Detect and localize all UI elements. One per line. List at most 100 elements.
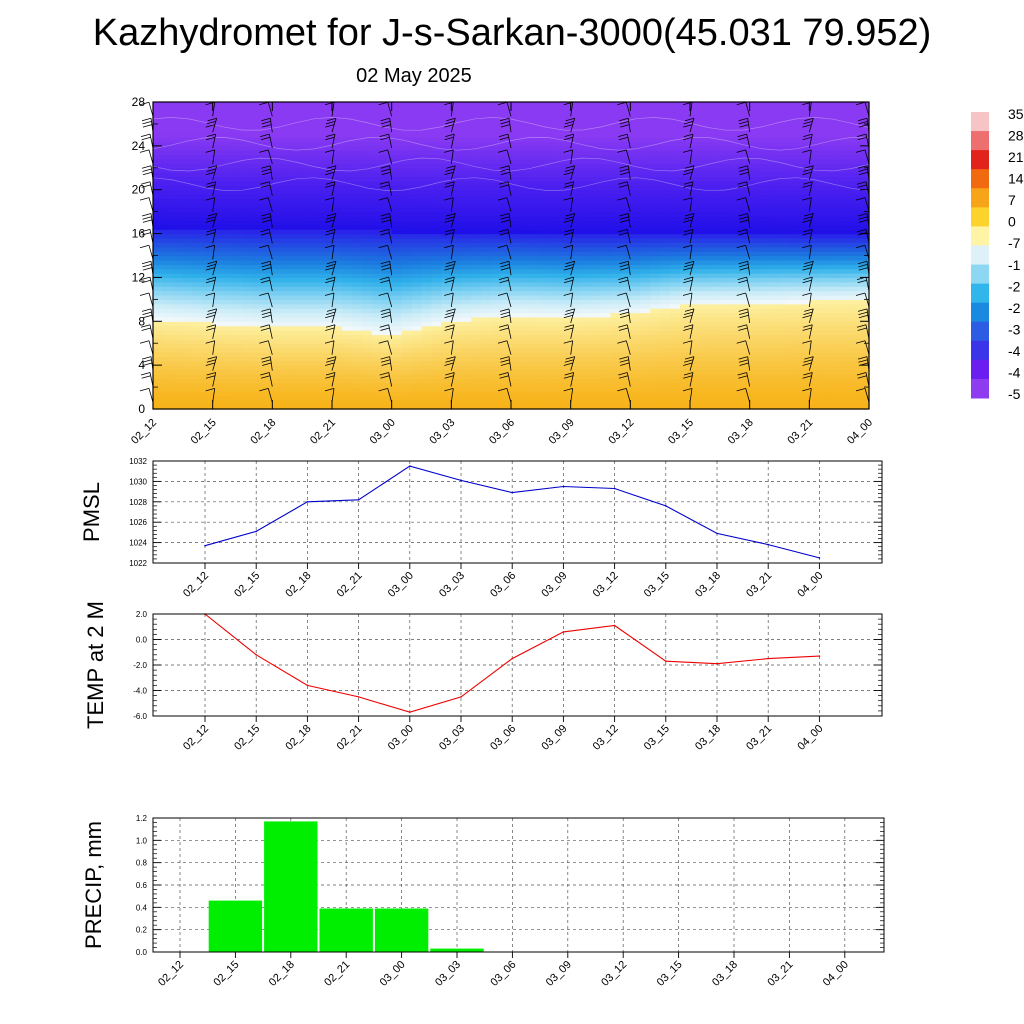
heatmap-cell — [690, 123, 701, 129]
heatmap-cell — [381, 365, 393, 371]
heatmap-cell — [819, 189, 830, 195]
heatmap-cell — [302, 246, 313, 252]
heatmap-cell — [401, 251, 413, 257]
heatmap-cell — [232, 308, 244, 314]
heatmap-cell — [232, 316, 244, 322]
heatmap-cell — [670, 224, 681, 230]
heatmap-cell — [520, 246, 532, 252]
heatmap-cell — [471, 185, 482, 191]
heatmap-cell — [739, 369, 751, 375]
heatmap-cell — [600, 185, 612, 191]
heatmap-cell — [361, 303, 373, 309]
heatmap-cell — [391, 312, 403, 318]
heatmap-cell — [511, 404, 522, 410]
heatmap-cell — [670, 207, 681, 213]
heatmap-cell — [849, 128, 860, 134]
heatmap-cell — [570, 123, 582, 129]
heatmap-cell — [759, 132, 771, 138]
heatmap-cell — [411, 154, 423, 160]
heatmap-cell — [252, 255, 263, 261]
heatmap-cell — [739, 251, 751, 257]
heatmap-cell — [481, 286, 492, 292]
heatmap-cell — [292, 123, 303, 129]
heatmap-cell — [610, 180, 621, 186]
heatmap-cell — [312, 202, 323, 208]
heatmap-cell — [242, 312, 254, 318]
heatmap-cell — [789, 123, 800, 129]
heatmap-cell — [799, 286, 810, 292]
heatmap-cell — [341, 115, 353, 121]
heatmap-cell — [709, 316, 721, 322]
heatmap-cell — [590, 176, 602, 182]
heatmap-cell — [839, 400, 850, 406]
heatmap-cell — [759, 123, 771, 129]
heatmap-cell — [272, 312, 283, 318]
heatmap-cell — [749, 185, 761, 191]
heatmap-cell — [570, 242, 582, 248]
heatmap-cell — [202, 391, 214, 397]
heatmap-cell — [839, 211, 850, 217]
heatmap-cell — [162, 242, 174, 248]
heatmap-cell — [570, 290, 582, 296]
heatmap-cell — [312, 207, 323, 213]
heatmap-cell — [819, 325, 830, 331]
heatmap-cell — [719, 154, 731, 160]
heatmap-cell — [699, 189, 711, 195]
heatmap-cell — [779, 400, 791, 406]
heatmap-cell — [262, 334, 273, 340]
heatmap-cell — [292, 216, 303, 222]
heatmap-cell — [829, 356, 840, 362]
heatmap-cell — [441, 145, 452, 151]
heatmap-cell — [530, 395, 542, 401]
heatmap-cell — [699, 356, 711, 362]
heatmap-cell — [520, 233, 532, 239]
heatmap-cell — [381, 198, 393, 204]
heatmap-cell — [759, 145, 771, 151]
heatmap-cell — [779, 338, 791, 344]
heatmap-cell — [491, 268, 502, 274]
heatmap-cell — [222, 281, 234, 287]
heatmap-cell — [371, 273, 383, 279]
heatmap-cell — [699, 115, 711, 121]
heatmap-cell — [819, 308, 830, 314]
heatmap-cell — [699, 119, 711, 125]
heatmap-cell — [759, 220, 771, 226]
heatmap-cell — [699, 330, 711, 336]
heatmap-cell — [292, 303, 303, 309]
heatmap-cell — [471, 277, 482, 283]
heatmap-cell — [540, 211, 552, 217]
heatmap-cell — [262, 387, 273, 393]
heatmap-cell — [153, 202, 164, 208]
heatmap-cell — [620, 347, 631, 353]
heatmap-cell — [391, 123, 403, 129]
heatmap-cell — [640, 325, 651, 331]
heatmap-cell — [719, 343, 731, 349]
heatmap-cell — [570, 395, 582, 401]
heatmap-cell — [540, 189, 552, 195]
heatmap-cell — [162, 194, 174, 200]
heatmap-cell — [371, 220, 383, 226]
heatmap-cell — [520, 303, 532, 309]
heatmap-cell — [262, 264, 273, 270]
heatmap-cell — [153, 299, 164, 305]
heatmap-cell — [421, 299, 433, 305]
heatmap-cell — [759, 229, 771, 235]
heatmap-cell — [451, 207, 462, 213]
heatmap-cell — [322, 378, 333, 384]
heatmap-cell — [421, 207, 433, 213]
colorbar-swatch — [971, 169, 989, 189]
heatmap-cell — [491, 246, 502, 252]
heatmap-cell — [431, 334, 442, 340]
heatmap-cell — [769, 145, 781, 151]
heatmap-cell — [849, 137, 860, 143]
heatmap-cell — [789, 189, 800, 195]
heatmap-cell — [630, 123, 641, 129]
heatmap-cell — [699, 106, 711, 112]
heatmap-cell — [341, 360, 353, 366]
heatmap-cell — [580, 400, 592, 406]
heatmap-cell — [431, 356, 442, 362]
heatmap-cell — [153, 194, 164, 200]
heatmap-cell — [729, 321, 741, 327]
heatmap-cell — [511, 102, 522, 107]
heatmap-cell — [719, 382, 731, 388]
